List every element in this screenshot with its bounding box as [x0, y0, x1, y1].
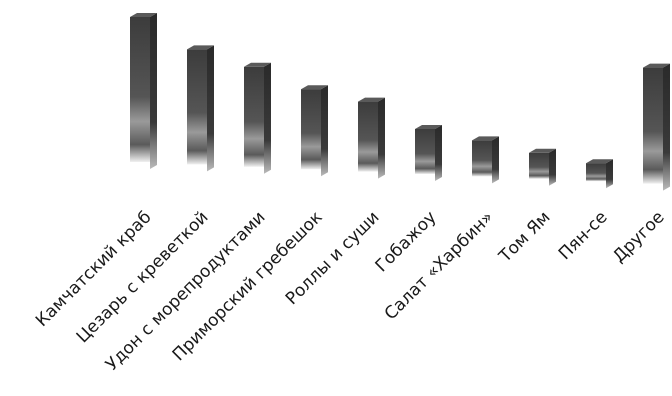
bar-top [415, 125, 442, 129]
bar-4 [301, 85, 328, 177]
bar-front [586, 163, 606, 182]
bar-side [492, 136, 499, 184]
bar-side [150, 13, 157, 169]
bar-7 [472, 136, 499, 184]
bar-side [435, 125, 442, 181]
bar-top [301, 85, 328, 90]
bar-top [472, 136, 499, 141]
bar-side [378, 97, 385, 179]
x-tick-label: Другое [609, 207, 668, 266]
bar-8 [529, 148, 556, 186]
x-tick-label: Салат «Харбин» [381, 207, 498, 324]
x-tick-label: Пян-се [555, 207, 612, 264]
bar-top [358, 97, 385, 102]
bar-front [529, 152, 549, 179]
bar-5 [358, 97, 385, 179]
bar-side [264, 62, 271, 174]
bar-side [207, 45, 214, 172]
bar-front [130, 17, 150, 162]
bar-top [529, 148, 556, 153]
bar-front [358, 101, 378, 172]
bar-3 [244, 62, 271, 174]
bar-front [301, 89, 321, 170]
bar-1 [130, 13, 157, 169]
bar-2 [187, 45, 214, 172]
bar-9 [586, 159, 613, 189]
bar-side [606, 159, 613, 189]
bar-front [244, 66, 264, 167]
bar-top [130, 13, 157, 17]
bar-top [244, 62, 271, 67]
bar-front [472, 140, 492, 177]
bar-front [187, 49, 207, 165]
bar-front [643, 67, 663, 184]
bar-front [415, 129, 435, 174]
bar-top [586, 159, 613, 164]
bar-side [663, 63, 670, 191]
bar-top [187, 45, 214, 50]
bar-6 [415, 125, 442, 181]
bar-side [321, 85, 328, 177]
bar-10 [643, 63, 670, 191]
x-tick-label: Том Ям [495, 207, 555, 267]
bar-side [549, 148, 556, 186]
bar-top [643, 63, 670, 68]
